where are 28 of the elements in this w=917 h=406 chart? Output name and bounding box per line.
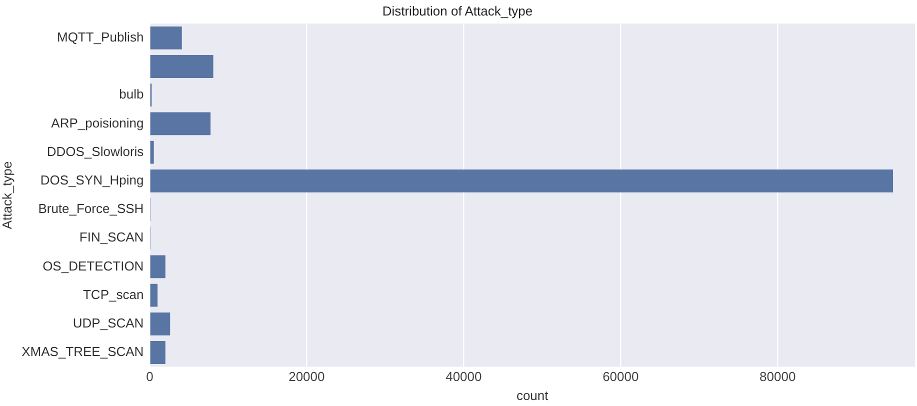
bar [150,255,166,278]
bar [150,312,170,336]
y-tick-label: FIN_SCAN [79,230,144,245]
x-tick-label: 80000 [760,369,796,384]
x-tick-label: 40000 [446,369,482,384]
bar [150,55,214,78]
x-tick-label: 60000 [602,369,639,384]
y-tick-label: Brute_Force_SSH [38,201,144,216]
bar [150,284,158,307]
bar [150,112,211,136]
bar [150,169,894,192]
y-tick-label: MQTT_Publish [56,29,144,44]
bar [150,26,182,50]
bar [150,341,166,364]
chart-title: Distribution of Attack_type [382,3,533,18]
bar [150,140,154,164]
y-tick-label: OS_DETECTION [42,258,144,274]
y-axis-title: Attack_type [0,161,14,230]
y-tick-label: XMAS_TREE_SCAN [22,344,144,360]
y-tick-label: DOS_SYN_Hping [40,172,144,188]
x-axis-title: count [516,388,549,403]
y-tick-label: bulb [119,86,144,102]
x-tick-label: 20000 [288,369,325,384]
x-tick-label: 0 [146,369,154,384]
y-tick-label: UDP_SCAN [72,315,144,330]
y-tick-label: TCP_scan [82,286,144,302]
y-tick-label: ARP_poisioning [51,115,144,130]
y-tick-label: DDOS_Slowloris [46,144,144,159]
